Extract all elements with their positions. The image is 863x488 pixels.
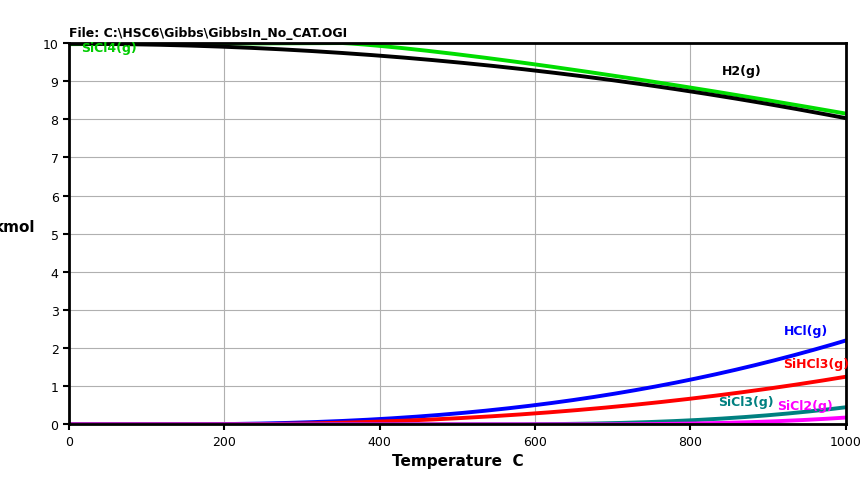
Text: HCl(g): HCl(g) <box>784 325 828 338</box>
Text: SiCl2(g): SiCl2(g) <box>778 399 833 412</box>
X-axis label: Temperature  C: Temperature C <box>392 453 523 468</box>
Y-axis label: kmol: kmol <box>0 219 35 234</box>
Text: H2(g): H2(g) <box>721 65 761 78</box>
Text: File: C:\HSC6\Gibbs\GibbsIn_No_CAT.OGI: File: C:\HSC6\Gibbs\GibbsIn_No_CAT.OGI <box>69 27 347 40</box>
Text: SiHCl3(g): SiHCl3(g) <box>784 358 849 370</box>
Text: SiCl3(g): SiCl3(g) <box>718 396 774 408</box>
Text: SiCl4(g): SiCl4(g) <box>81 41 136 55</box>
